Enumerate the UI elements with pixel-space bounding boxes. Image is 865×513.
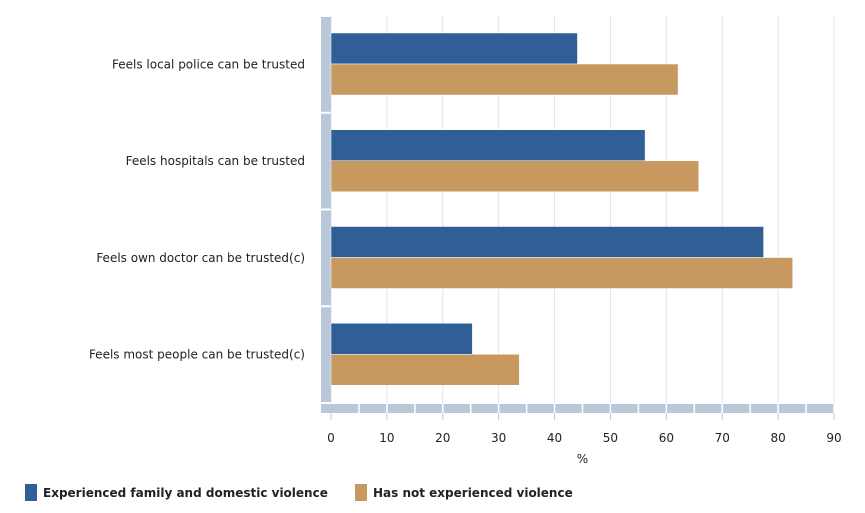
x-tick-label: 20 (435, 431, 450, 445)
x-tick-label: 70 (715, 431, 730, 445)
x-axis-label: % (577, 452, 588, 466)
y-axis-band (321, 307, 331, 402)
legend-label: Has not experienced violence (373, 485, 573, 500)
legend-swatch (25, 484, 37, 501)
bar-experienced (330, 32, 578, 65)
bar-experienced (330, 323, 473, 355)
legend-item-not-experienced[interactable]: Has not experienced violence (355, 484, 573, 501)
bar-chart: 0 10 20 30 40 50 60 70 80 90% Feels local police c… (89, 16, 842, 466)
x-tick-label: 30 (491, 431, 506, 445)
x-tick-label: 60 (659, 431, 674, 445)
bar-experienced (330, 129, 646, 161)
y-category-label: Feels own doctor can be trusted(c) (96, 251, 305, 265)
y-axis-band (321, 210, 331, 306)
x-tick-label: 0 (327, 431, 335, 445)
legend-item-experienced[interactable]: Experienced family and domestic violence (25, 484, 328, 501)
y-axis-band (321, 17, 331, 112)
x-tick-label: 90 (826, 431, 841, 445)
bar-not-experienced (330, 63, 679, 96)
legend-label: Experienced family and domestic violence (43, 485, 328, 500)
y-category-label: Feels hospitals can be trusted (126, 154, 305, 168)
bar-not-experienced (330, 354, 520, 386)
x-tick-label: 10 (379, 431, 394, 445)
bar-not-experienced (330, 257, 793, 289)
y-category-label: Feels local police can be trusted (112, 57, 305, 71)
y-axis-band (321, 113, 331, 209)
x-axis-band (321, 404, 834, 413)
y-category-label: Feels most people can be trusted(c) (89, 348, 305, 362)
x-tick-label: 40 (547, 431, 562, 445)
legend-swatch (355, 484, 367, 501)
bar-experienced (330, 226, 764, 258)
bar-not-experienced (330, 160, 699, 192)
x-tick-label: 80 (770, 431, 785, 445)
x-tick-label: 50 (603, 431, 618, 445)
